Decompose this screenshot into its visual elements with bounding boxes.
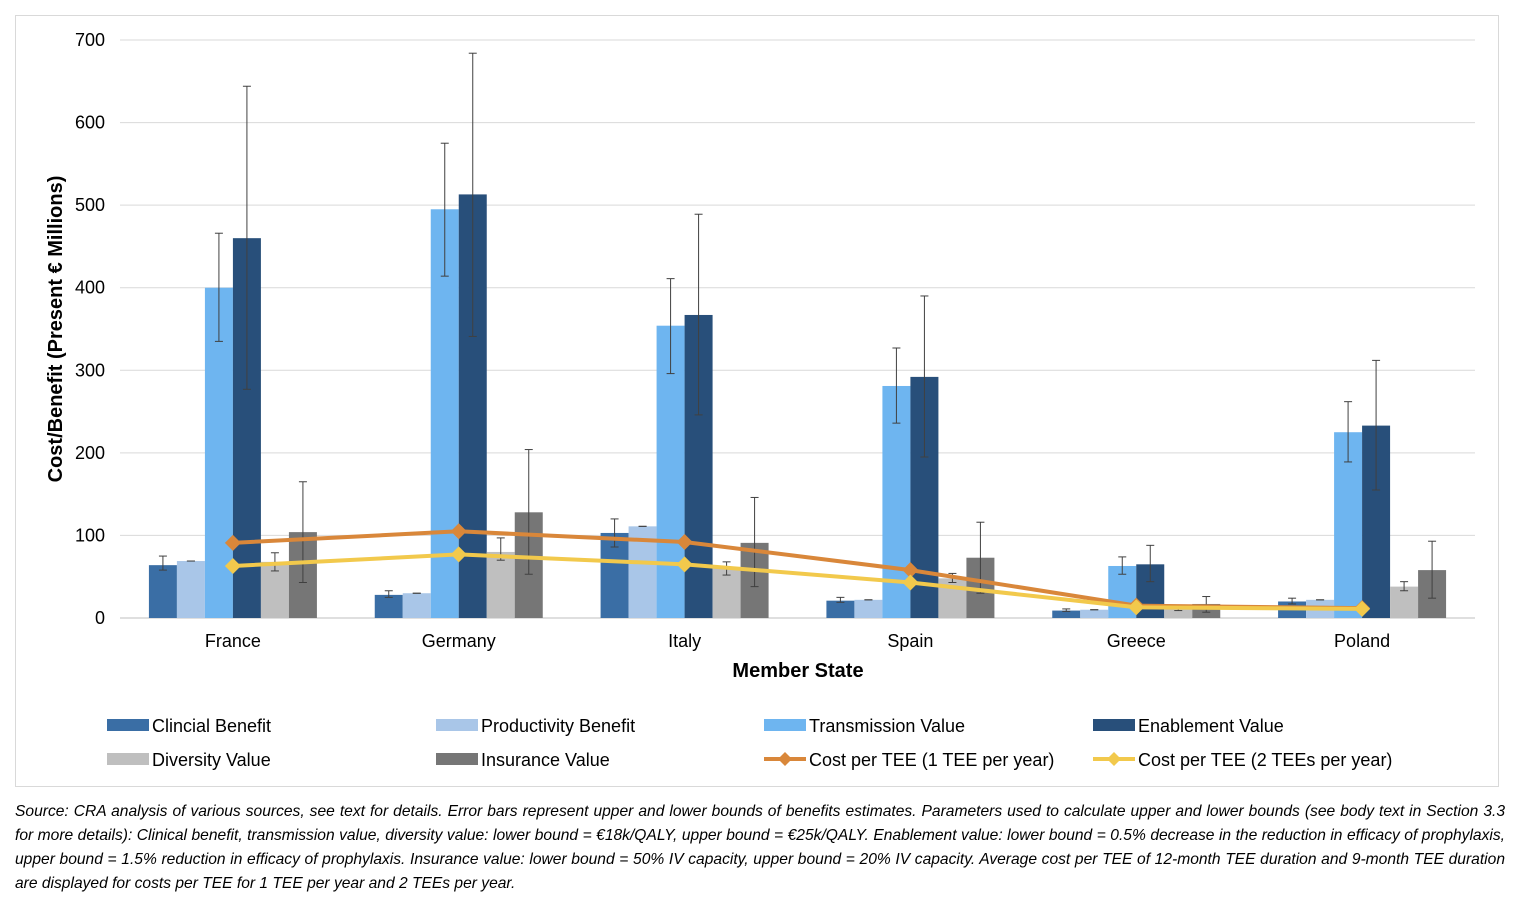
marker-cost-per-tee-2-tees-per-year <box>224 557 241 574</box>
legend-label: Diversity Value <box>152 750 271 770</box>
legend-swatch <box>436 753 478 765</box>
chart-frame <box>15 15 1499 787</box>
legend-item-transmission-value: Transmission Value <box>764 716 965 736</box>
error-bars <box>158 52 1437 613</box>
y-axis-ticks: 0 100 200 300 400 500 600 700 <box>75 30 105 628</box>
bar-transmission-value <box>1334 432 1363 618</box>
bar-clincial-benefit <box>826 600 855 618</box>
legend-label: Enablement Value <box>1138 716 1284 736</box>
bar-diversity-value <box>712 568 741 618</box>
error-bar <box>384 590 393 598</box>
marker-cost-per-tee-2-tees-per-year <box>902 574 919 591</box>
bar-diversity-value <box>1390 586 1419 618</box>
error-bar <box>836 596 845 603</box>
legend-swatch <box>107 719 149 731</box>
y-tick-label: 400 <box>75 278 105 298</box>
error-bar <box>1428 540 1437 599</box>
error-bar <box>694 213 703 416</box>
legend-item-insurance-value: Insurance Value <box>436 750 610 770</box>
legend-label: Insurance Value <box>481 750 610 770</box>
error-bar <box>1372 359 1381 491</box>
error-bar <box>610 518 619 548</box>
legend-swatch <box>1093 719 1135 731</box>
y-tick-label: 500 <box>75 195 105 215</box>
legend-item-cost-per-tee-1-tee-per-year: Cost per TEE (1 TEE per year) <box>764 750 1054 770</box>
y-tick-label: 300 <box>75 360 105 380</box>
bar-diversity-value <box>486 551 515 618</box>
bar-transmission-value <box>430 209 459 618</box>
legend-swatch <box>764 719 806 731</box>
error-bar <box>1062 608 1071 612</box>
lines <box>224 523 1371 617</box>
error-bar <box>524 449 533 575</box>
error-bar <box>440 142 449 277</box>
error-bar <box>1400 581 1409 592</box>
marker-cost-per-tee-1-tee-per-year <box>676 534 693 551</box>
legend-item-diversity-value: Diversity Value <box>107 750 271 770</box>
error-bar <box>1344 401 1353 463</box>
marker-cost-per-tee-1-tee-per-year <box>450 523 467 540</box>
error-bar <box>242 85 251 390</box>
legend: Clincial Benefit Productivity Benefit Tran… <box>107 716 1392 770</box>
chart: 0 100 200 300 400 500 600 700 France Germany Ital… <box>45 30 1475 770</box>
error-bar <box>892 347 901 424</box>
error-bar <box>1118 556 1127 575</box>
legend-swatch <box>436 719 478 731</box>
bar-diversity-value <box>1164 608 1193 618</box>
y-tick-label: 100 <box>75 525 105 545</box>
legend-label: Clincial Benefit <box>152 716 271 736</box>
legend-swatch-marker <box>778 752 792 766</box>
error-bar <box>1146 544 1155 583</box>
gridlines <box>120 39 1475 619</box>
legend-label: Cost per TEE (2 TEEs per year) <box>1138 750 1392 770</box>
x-tick-label: France <box>205 631 261 651</box>
y-tick-label: 700 <box>75 30 105 50</box>
error-bar <box>468 52 477 337</box>
marker-cost-per-tee-2-tees-per-year <box>450 546 467 563</box>
bar-clincial-benefit <box>148 565 177 618</box>
error-bar <box>920 295 929 458</box>
bar-transmission-value <box>656 325 685 618</box>
source-note: Source: CRA analysis of various sources,… <box>15 803 1505 892</box>
bar-productivity-benefit <box>176 561 205 618</box>
legend-swatch <box>107 753 149 765</box>
bar-productivity-benefit <box>854 599 883 618</box>
y-tick-label: 0 <box>95 608 105 628</box>
error-bar <box>666 278 675 375</box>
bar-clincial-benefit <box>1052 610 1081 618</box>
error-bar <box>1288 597 1297 605</box>
marker-cost-per-tee-2-tees-per-year <box>676 556 693 573</box>
legend-item-clincial-benefit: Clincial Benefit <box>107 716 271 736</box>
legend-label: Productivity Benefit <box>481 716 635 736</box>
error-bar <box>158 555 167 571</box>
marker-cost-per-tee-1-tee-per-year <box>224 534 241 551</box>
legend-item-productivity-benefit: Productivity Benefit <box>436 716 635 736</box>
bar-productivity-benefit <box>1080 609 1109 618</box>
x-tick-label: Poland <box>1334 631 1390 651</box>
bar-clincial-benefit <box>374 594 403 618</box>
legend-item-enablement-value: Enablement Value <box>1093 716 1284 736</box>
marker-cost-per-tee-1-tee-per-year <box>902 562 919 579</box>
y-tick-label: 600 <box>75 113 105 133</box>
line-cost-per-tee-2-tees-per-year <box>232 552 1363 611</box>
x-tick-label: Spain <box>887 631 933 651</box>
x-tick-label: Germany <box>422 631 496 651</box>
legend-label: Transmission Value <box>809 716 965 736</box>
x-tick-label: Greece <box>1107 631 1166 651</box>
legend-item-cost-per-tee-2-tees-per-year: Cost per TEE (2 TEEs per year) <box>1093 750 1392 770</box>
y-tick-label: 200 <box>75 443 105 463</box>
y-axis-title: Cost/Benefit (Present € Millions) <box>45 176 67 483</box>
legend-swatch-marker <box>1107 752 1121 766</box>
legend-label: Cost per TEE (1 TEE per year) <box>809 750 1054 770</box>
bar-productivity-benefit <box>402 593 431 618</box>
marker-cost-per-tee-2-tees-per-year <box>1128 599 1145 616</box>
x-axis-title: Member State <box>732 660 863 682</box>
x-axis-ticks: France Germany Italy Spain Greece Poland <box>205 631 1390 651</box>
x-tick-label: Italy <box>668 631 701 651</box>
marker-cost-per-tee-2-tees-per-year <box>1354 600 1371 617</box>
error-bar <box>298 481 307 583</box>
error-bar <box>214 232 223 342</box>
